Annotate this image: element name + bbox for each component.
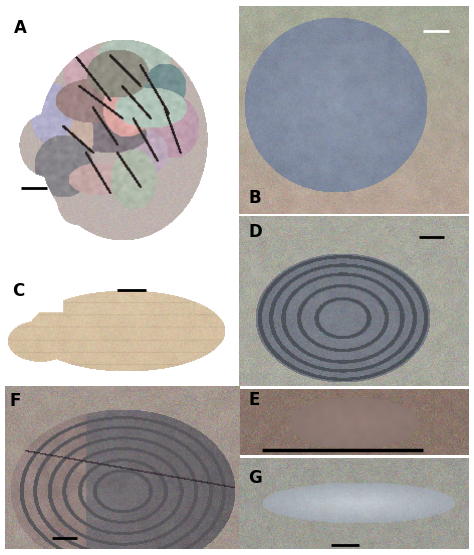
Text: C: C [12, 281, 24, 300]
Text: B: B [248, 189, 261, 206]
Text: G: G [248, 469, 262, 487]
Text: E: E [248, 391, 260, 409]
Text: F: F [9, 392, 21, 410]
Text: A: A [14, 19, 27, 37]
Text: D: D [248, 223, 262, 241]
